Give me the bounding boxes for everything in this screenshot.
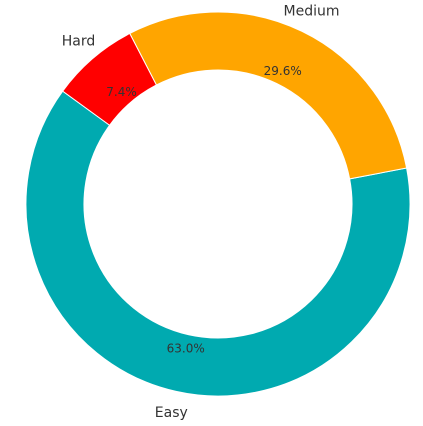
category-label-hard: Hard: [62, 34, 96, 50]
slice-hard: [61, 32, 158, 126]
category-label-easy: Easy: [155, 405, 188, 421]
category-label-medium: Medium: [284, 4, 340, 20]
percent-label-easy: 63.0%: [167, 341, 205, 355]
percent-label-hard: 7.4%: [106, 85, 137, 99]
slice-easy: [25, 90, 411, 397]
slice-medium: [129, 11, 408, 180]
percent-label-medium: 29.6%: [264, 64, 302, 78]
